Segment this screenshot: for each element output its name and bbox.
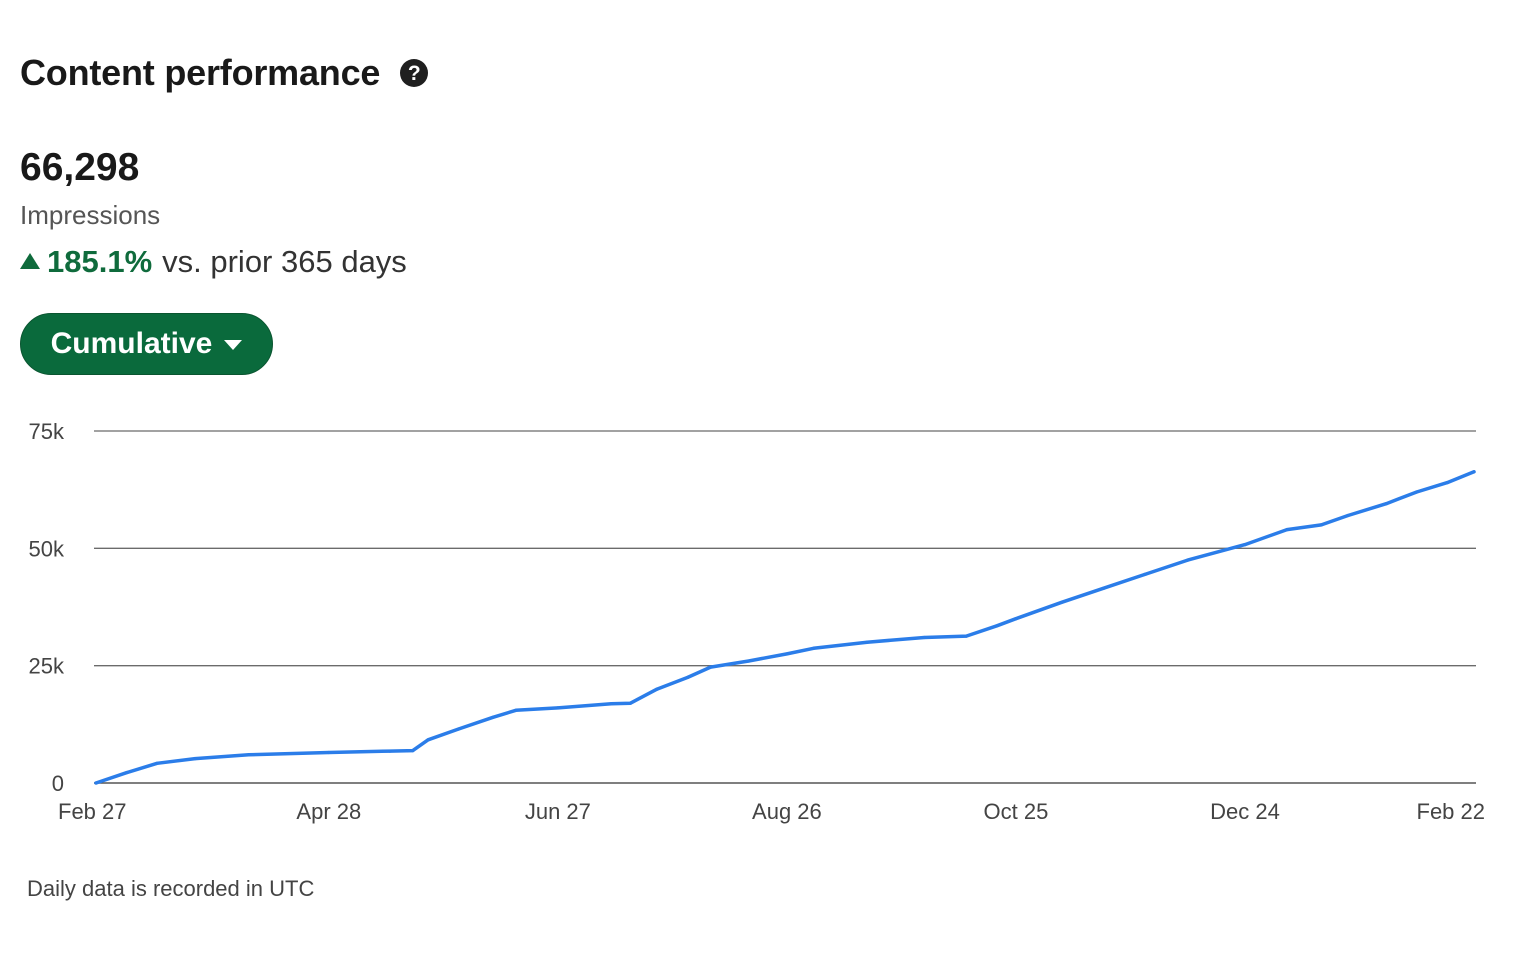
data-point — [1319, 523, 1323, 527]
change-comparison-text: vs. prior 365 days — [162, 244, 407, 279]
data-point — [686, 675, 690, 679]
data-point — [247, 753, 251, 757]
data-point — [1144, 572, 1148, 576]
caret-down-icon — [224, 340, 243, 350]
data-point — [995, 624, 999, 628]
y-tick-label: 75k — [29, 419, 65, 444]
data-point — [1060, 600, 1064, 604]
data-point — [1415, 490, 1419, 494]
x-tick-label: Aug 26 — [752, 799, 822, 824]
data-point — [1346, 513, 1350, 518]
y-tick-label: 25k — [29, 654, 65, 679]
data-point — [94, 781, 98, 785]
data-point — [964, 634, 968, 638]
data-point — [1445, 481, 1449, 485]
question-circle-icon[interactable]: ? — [400, 59, 429, 87]
data-point — [1102, 586, 1106, 590]
data-point — [388, 749, 392, 753]
data-point — [1014, 617, 1018, 621]
data-point — [709, 665, 713, 669]
data-point — [1243, 543, 1247, 547]
y-tick-label: 50k — [29, 536, 65, 561]
data-point — [193, 757, 197, 761]
x-tick-label: Feb 22 — [1417, 799, 1486, 824]
card-header: Content performance ? — [20, 52, 429, 94]
data-point — [865, 640, 869, 644]
data-point — [747, 659, 751, 663]
data-point — [785, 652, 789, 656]
data-point — [1384, 502, 1388, 506]
x-tick-label: Jun 27 — [525, 799, 591, 824]
data-point — [327, 750, 331, 755]
y-tick-label: 0 — [52, 771, 64, 796]
data-point — [124, 771, 129, 775]
change-percent: 185.1% — [47, 244, 153, 279]
data-point — [556, 706, 560, 710]
data-point — [812, 646, 816, 650]
change-indicator: 185.1% vs. prior 365 days — [20, 244, 407, 280]
data-point — [155, 761, 159, 765]
dropdown-label: Cumulative — [50, 327, 213, 360]
card-title: Content performance — [20, 52, 381, 93]
impressions-value: 66,298 — [20, 146, 140, 189]
data-point — [1186, 558, 1190, 562]
x-tick-label: Apr 28 — [296, 799, 361, 824]
data-point — [411, 749, 415, 753]
impressions-line-chart: 0 25k 50k 75k Feb 27 Apr 28 Jun 27 Aug 26 Oct 25… — [29, 419, 1486, 824]
data-point — [1285, 528, 1289, 532]
data-point — [514, 708, 518, 712]
series-line-impressions — [94, 470, 1476, 785]
data-point — [491, 715, 495, 719]
x-tick-label: Oct 25 — [984, 799, 1049, 824]
cumulative-dropdown-button[interactable]: Cumulative — [20, 313, 273, 375]
data-point — [628, 701, 633, 705]
triangle-up-icon — [20, 253, 40, 269]
x-tick-label: Feb 27 — [58, 799, 127, 824]
data-point — [426, 738, 430, 742]
data-point — [655, 687, 659, 691]
data-point — [457, 727, 461, 731]
data-point — [922, 635, 926, 640]
x-tick-label: Dec 24 — [1210, 799, 1280, 824]
data-point — [609, 702, 613, 706]
impressions-label: Impressions — [20, 200, 161, 230]
data-point — [1472, 470, 1476, 474]
utc-footnote: Daily data is recorded in UTC — [27, 876, 315, 901]
